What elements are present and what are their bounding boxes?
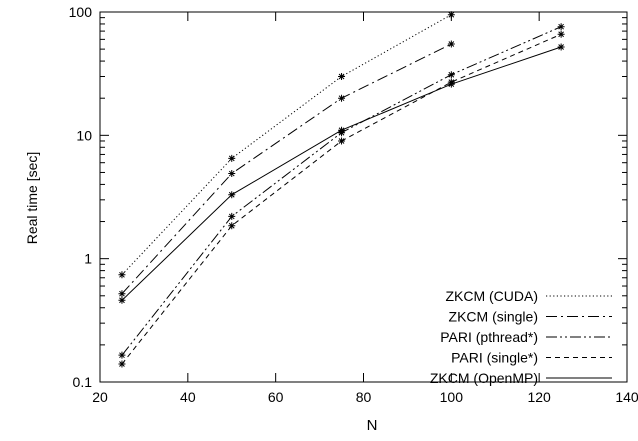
legend-label: PARI (pthread*) (440, 329, 538, 345)
series-layer (118, 11, 565, 368)
series-line (121, 14, 452, 276)
x-tick-label: 120 (527, 389, 551, 405)
data-point (118, 351, 126, 359)
series-line (121, 43, 452, 295)
data-point (228, 154, 236, 162)
data-point (447, 80, 455, 88)
series-1 (118, 11, 455, 279)
data-point (118, 271, 126, 279)
data-point (447, 71, 455, 79)
legend-label: ZKCM (CUDA) (445, 288, 538, 304)
x-tick-label: 20 (92, 389, 108, 405)
data-point (228, 212, 236, 220)
x-axis-ticks: 20 40 60 80 100 120 140 (92, 12, 638, 405)
data-point (447, 40, 455, 48)
series-line (121, 46, 562, 301)
x-tick-label: 60 (268, 389, 284, 405)
y-tick-label: 1 (84, 251, 92, 267)
x-tick-label: 80 (356, 389, 372, 405)
x-axis-label: N (367, 417, 378, 434)
data-point (338, 94, 346, 102)
data-point (338, 126, 346, 134)
plot-border (99, 11, 628, 383)
legend-label: PARI (single*) (451, 350, 538, 366)
data-point (338, 137, 346, 145)
y-axis-label: Real time [sec] (24, 152, 40, 245)
legend-label: ZKCM (OpenMP) (430, 370, 538, 386)
plot-area (99, 11, 628, 383)
data-point (118, 360, 126, 368)
y-tick-label: 0.1 (73, 374, 93, 390)
legend: ZKCM (CUDA) ZKCM (single) PARI (pthread*) P… (430, 288, 612, 386)
y-axis-ticks: 0.1 1 10 100 (69, 4, 627, 390)
data-point (557, 43, 565, 51)
data-point (118, 296, 126, 304)
x-tick-label: 140 (615, 389, 638, 405)
legend-label: ZKCM (single) (449, 309, 538, 325)
y-tick-label: 100 (69, 4, 93, 20)
data-point (228, 191, 236, 199)
series-5 (118, 43, 565, 304)
x-tick-label: 100 (440, 389, 464, 405)
data-point (118, 290, 126, 298)
data-point (338, 72, 346, 80)
data-point (557, 23, 565, 31)
data-point (447, 11, 455, 19)
y-tick-label: 10 (76, 127, 92, 143)
data-point (228, 170, 236, 178)
series-2 (118, 40, 455, 298)
x-tick-label: 40 (180, 389, 196, 405)
data-point (228, 222, 236, 230)
data-point (557, 30, 565, 38)
